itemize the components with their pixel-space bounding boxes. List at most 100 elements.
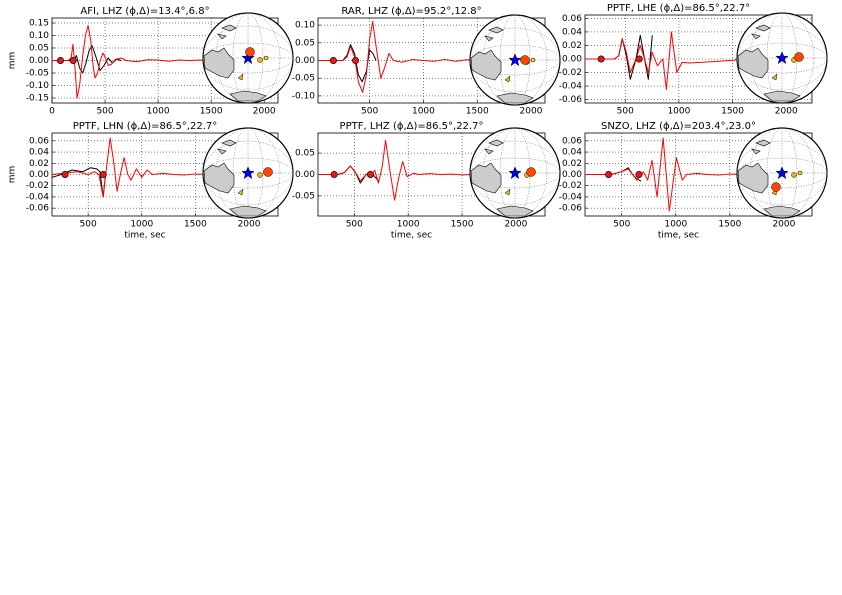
- x-tick-label: 2000: [520, 107, 543, 117]
- globe: [469, 14, 561, 106]
- globe: [202, 127, 294, 219]
- x-axis-label: time, sec: [658, 231, 699, 241]
- pick-marker: [329, 56, 337, 64]
- x-tick-label: 2000: [238, 220, 261, 230]
- event-marker: [245, 47, 255, 57]
- y-tick-label: -0.10: [292, 91, 316, 101]
- x-tick-label: 2000: [253, 107, 276, 117]
- pick-marker: [366, 171, 374, 179]
- x-tick-label: 2000: [504, 220, 527, 230]
- x-tick-label: 500: [80, 220, 97, 230]
- x-tick-label: 500: [346, 220, 363, 230]
- pick-marker: [99, 171, 107, 179]
- x-tick-label: 1000: [397, 220, 420, 230]
- panel-title: RAR, LHZ (ϕ,Δ)=95.2°,12.8°: [341, 6, 481, 17]
- y-tick-label: 0.05: [29, 44, 49, 54]
- pick-marker: [330, 171, 338, 179]
- event-marker: [771, 182, 781, 192]
- panel-title: SNZO, LHZ (ϕ,Δ)=203.4°,23.0°: [601, 121, 756, 132]
- y-tick-label: 0.00: [29, 170, 49, 180]
- y-tick-label: 0.02: [29, 159, 49, 169]
- y-tick-label: 0.06: [562, 14, 582, 24]
- x-tick-label: 1000: [664, 220, 687, 230]
- y-tick-label: -0.02: [559, 181, 582, 191]
- y-tick-label: 0.10: [295, 21, 315, 31]
- x-tick-label: 1500: [721, 107, 744, 117]
- y-tick-label: 0.00: [29, 56, 49, 66]
- y-tick-label: 0.02: [562, 159, 582, 169]
- pick-marker: [597, 55, 605, 63]
- panel-title: PPTF, LHZ (ϕ,Δ)=86.5°,22.7°: [340, 121, 484, 132]
- y-tick-label: 0.04: [29, 148, 49, 158]
- y-tick-label: -0.05: [292, 74, 315, 84]
- x-axis-label: time, sec: [124, 231, 165, 241]
- y-axis-label: mm: [8, 166, 18, 184]
- synthetic-trace: [318, 139, 473, 201]
- y-tick-label: -0.04: [559, 192, 583, 202]
- y-tick-label: 0.10: [29, 31, 49, 41]
- x-tick-label: 1500: [200, 107, 223, 117]
- x-tick-label: 500: [361, 107, 378, 117]
- y-tick-label: 0.00: [295, 56, 315, 66]
- event-marker: [263, 167, 273, 177]
- synthetic-trace: [585, 137, 741, 212]
- globe: [736, 127, 828, 219]
- x-axis-label: time, sec: [391, 231, 432, 241]
- x-tick-label: 2000: [775, 107, 798, 117]
- panel-title: AFI, LHZ (ϕ,Δ)=13.4°,6.8°: [80, 6, 209, 17]
- y-tick-label: -0.04: [559, 82, 583, 92]
- pick-marker: [635, 171, 643, 179]
- pick-marker: [56, 56, 64, 64]
- x-tick-label: 1500: [466, 107, 489, 117]
- y-tick-label: -0.05: [26, 69, 49, 79]
- y-tick-label: -0.05: [292, 191, 315, 201]
- y-tick-label: 0.06: [562, 136, 582, 146]
- y-tick-label: 0.15: [29, 19, 49, 29]
- x-tick-label: 1000: [130, 220, 153, 230]
- synthetic-trace: [52, 137, 207, 198]
- x-tick-label: 500: [617, 107, 634, 117]
- y-tick-label: 0.00: [562, 170, 582, 180]
- observed-trace: [318, 44, 377, 83]
- y-tick-label: -0.06: [26, 204, 50, 214]
- synthetic-trace: [52, 25, 222, 99]
- pick-marker: [605, 171, 613, 179]
- x-tick-label: 1500: [718, 220, 741, 230]
- panel-title: PPTF, LHE (ϕ,Δ)=86.5°,22.7°: [607, 3, 750, 14]
- y-tick-label: 0.00: [295, 170, 315, 180]
- x-tick-label: 0: [49, 107, 55, 117]
- y-axis-label: mm: [8, 52, 18, 70]
- x-tick-label: 500: [96, 107, 113, 117]
- y-tick-label: 0.02: [562, 41, 582, 51]
- y-tick-label: -0.06: [559, 95, 583, 105]
- globe: [469, 127, 561, 219]
- y-tick-label: -0.04: [26, 192, 50, 202]
- panel-title: PPTF, LHN (ϕ,Δ)=86.5°,22.7°: [73, 121, 218, 132]
- x-tick-label: 1500: [184, 220, 207, 230]
- globe: [202, 12, 294, 104]
- globe-insets: [202, 12, 828, 219]
- x-tick-label: 1500: [451, 220, 474, 230]
- event-marker: [794, 52, 804, 62]
- y-tick-label: 0.04: [562, 148, 582, 158]
- observed-trace: [52, 45, 122, 74]
- pick-marker: [635, 55, 643, 63]
- x-tick-label: 1000: [147, 107, 170, 117]
- event-marker: [520, 55, 530, 65]
- event-marker: [526, 167, 536, 177]
- pick-marker: [69, 56, 77, 64]
- y-tick-label: 0.05: [295, 149, 315, 159]
- y-tick-label: 0.00: [562, 55, 582, 65]
- x-tick-label: 2000: [772, 220, 795, 230]
- y-tick-label: 0.05: [295, 38, 315, 48]
- y-tick-label: -0.15: [26, 94, 49, 104]
- x-tick-label: 1000: [412, 107, 435, 117]
- y-tick-label: -0.02: [26, 181, 49, 191]
- y-tick-label: -0.06: [559, 204, 583, 214]
- globe: [736, 12, 828, 104]
- y-tick-label: 0.04: [562, 27, 582, 37]
- y-tick-label: 0.06: [29, 136, 49, 146]
- y-tick-label: -0.02: [559, 68, 582, 78]
